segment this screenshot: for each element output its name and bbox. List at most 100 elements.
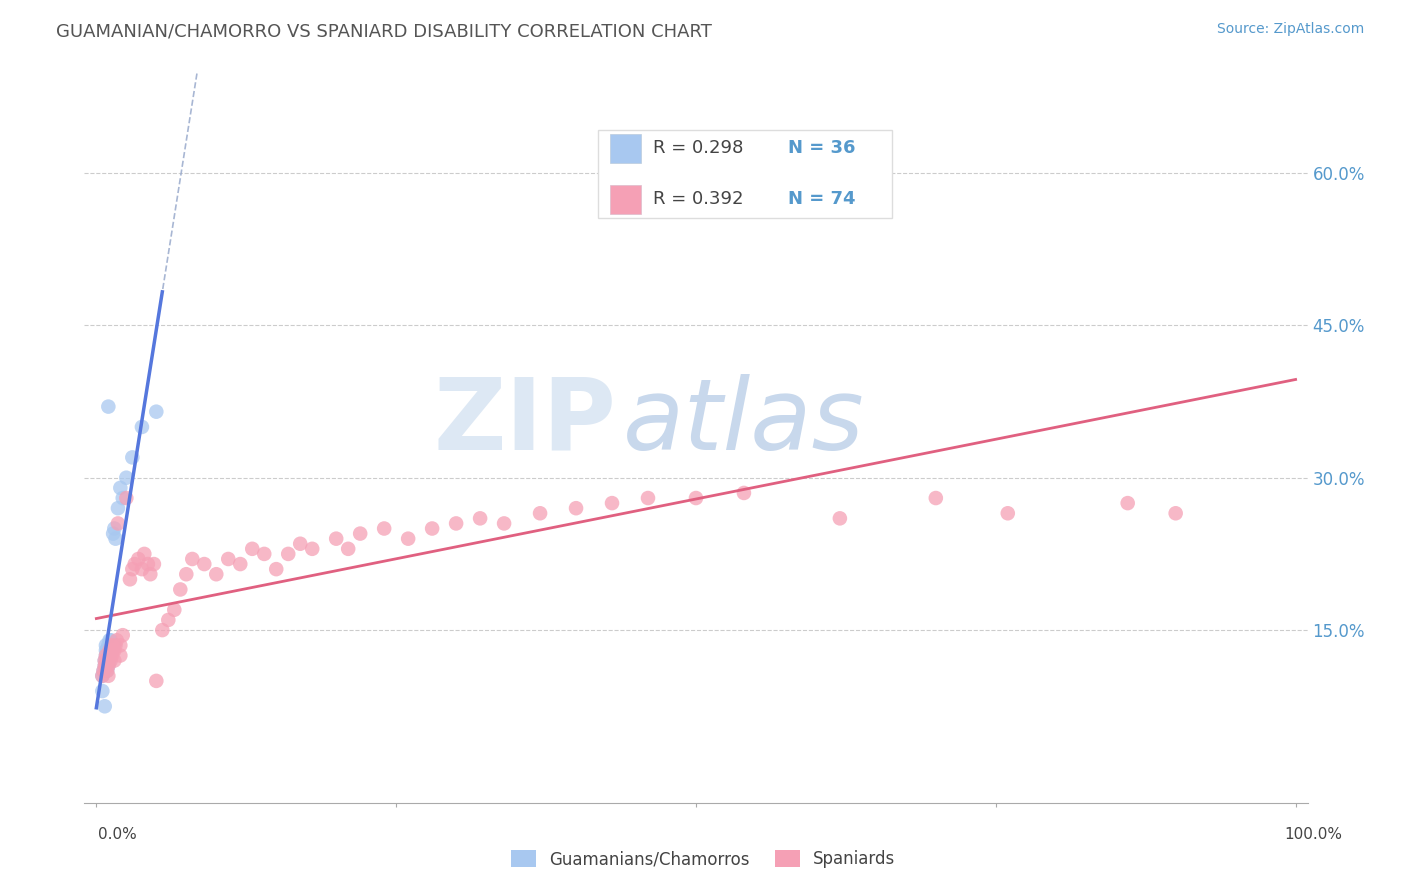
Point bbox=[1116, 496, 1139, 510]
Point bbox=[121, 562, 143, 576]
Point bbox=[98, 648, 121, 663]
Point bbox=[96, 664, 118, 678]
Point bbox=[136, 557, 159, 571]
FancyBboxPatch shape bbox=[610, 134, 641, 163]
Point bbox=[94, 643, 117, 657]
Point bbox=[94, 648, 117, 663]
Point bbox=[733, 486, 755, 500]
Point bbox=[96, 654, 118, 668]
Text: GUAMANIAN/CHAMORRO VS SPANIARD DISABILITY CORRELATION CHART: GUAMANIAN/CHAMORRO VS SPANIARD DISABILIT… bbox=[56, 22, 711, 40]
Text: ZIP: ZIP bbox=[433, 374, 616, 471]
Point bbox=[97, 658, 120, 673]
Point bbox=[193, 557, 215, 571]
Point bbox=[91, 669, 114, 683]
Point bbox=[93, 658, 117, 673]
Text: 100.0%: 100.0% bbox=[1285, 827, 1343, 841]
Point bbox=[101, 638, 124, 652]
Point bbox=[97, 654, 120, 668]
Text: 0.0%: 0.0% bbox=[98, 827, 138, 841]
Text: R = 0.392: R = 0.392 bbox=[654, 190, 744, 209]
FancyBboxPatch shape bbox=[598, 130, 891, 218]
Point bbox=[110, 648, 132, 663]
Point bbox=[127, 552, 149, 566]
Point bbox=[97, 648, 120, 663]
Point bbox=[94, 638, 117, 652]
Point bbox=[101, 638, 124, 652]
Point bbox=[420, 521, 443, 535]
Point bbox=[494, 516, 516, 531]
Point bbox=[290, 537, 312, 551]
Point bbox=[111, 491, 134, 505]
Point bbox=[131, 420, 153, 434]
Point bbox=[301, 541, 323, 556]
Point bbox=[101, 643, 124, 657]
Point bbox=[444, 516, 467, 531]
Point bbox=[98, 643, 121, 657]
Point bbox=[110, 481, 132, 495]
Point bbox=[229, 557, 252, 571]
Point bbox=[1164, 506, 1187, 520]
Point bbox=[100, 643, 122, 657]
Text: R = 0.298: R = 0.298 bbox=[654, 139, 744, 157]
Text: Source: ZipAtlas.com: Source: ZipAtlas.com bbox=[1216, 22, 1364, 37]
Point bbox=[97, 654, 120, 668]
Point bbox=[98, 633, 121, 648]
Point bbox=[93, 654, 117, 668]
Point bbox=[107, 501, 129, 516]
Point bbox=[600, 496, 623, 510]
Point bbox=[100, 654, 122, 668]
Point bbox=[93, 664, 115, 678]
Point bbox=[145, 673, 167, 688]
Point bbox=[150, 623, 173, 637]
Point bbox=[111, 628, 134, 642]
Point bbox=[93, 658, 117, 673]
Point bbox=[107, 516, 129, 531]
Point bbox=[163, 603, 186, 617]
Point bbox=[828, 511, 851, 525]
Point bbox=[121, 450, 143, 465]
Point bbox=[103, 643, 125, 657]
Point bbox=[131, 562, 153, 576]
Point bbox=[91, 669, 114, 683]
Point bbox=[115, 471, 138, 485]
Point bbox=[396, 532, 419, 546]
Point bbox=[217, 552, 239, 566]
Point bbox=[103, 654, 125, 668]
Point bbox=[325, 532, 347, 546]
Point bbox=[101, 643, 124, 657]
Point bbox=[637, 491, 659, 505]
Point bbox=[142, 557, 165, 571]
Point bbox=[101, 648, 124, 663]
Point bbox=[100, 643, 122, 657]
Point bbox=[264, 562, 287, 576]
Point bbox=[100, 633, 122, 648]
Point bbox=[468, 511, 491, 525]
Point bbox=[134, 547, 156, 561]
Point bbox=[115, 491, 138, 505]
Point bbox=[97, 638, 120, 652]
Point bbox=[124, 557, 146, 571]
Point bbox=[97, 658, 120, 673]
Point bbox=[565, 501, 588, 516]
Text: N = 74: N = 74 bbox=[787, 190, 855, 209]
Point bbox=[101, 526, 124, 541]
Point bbox=[145, 405, 167, 419]
Legend: Guamanians/Chamorros, Spaniards: Guamanians/Chamorros, Spaniards bbox=[505, 843, 901, 875]
Point bbox=[94, 648, 117, 663]
Point bbox=[205, 567, 228, 582]
Point bbox=[181, 552, 204, 566]
Point bbox=[925, 491, 948, 505]
Point bbox=[104, 532, 127, 546]
Point bbox=[96, 654, 118, 668]
Point bbox=[97, 400, 120, 414]
Point bbox=[997, 506, 1019, 520]
Point bbox=[97, 669, 120, 683]
Point bbox=[780, 171, 803, 186]
Text: atlas: atlas bbox=[623, 374, 865, 471]
Point bbox=[240, 541, 263, 556]
Point bbox=[174, 567, 197, 582]
FancyBboxPatch shape bbox=[610, 185, 641, 214]
Point bbox=[373, 521, 395, 535]
Point bbox=[529, 506, 551, 520]
Point bbox=[96, 664, 118, 678]
